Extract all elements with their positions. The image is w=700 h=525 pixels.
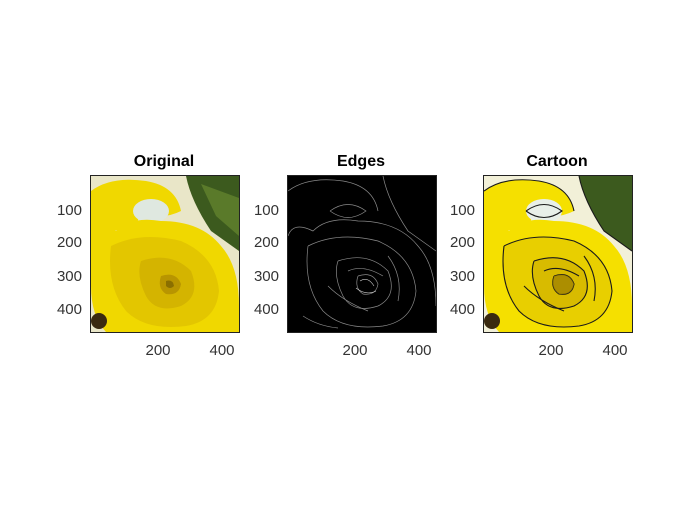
y-tick-label: 200 — [253, 234, 279, 251]
y-tick-label: 200 — [449, 234, 475, 251]
x-tick-label: 200 — [538, 342, 564, 359]
panel-original: Original 100 200 300 400 200 400 — [57, 150, 290, 370]
y-tick-label: 400 — [253, 301, 279, 318]
rose-image-original — [91, 176, 239, 332]
y-tick-label: 200 — [56, 234, 82, 251]
panel-edges: Edges — [254, 150, 487, 370]
y-tick-label: 400 — [449, 301, 475, 318]
panel-cartoon: Cartoon — [450, 150, 683, 370]
x-tick-label: 400 — [602, 342, 628, 359]
y-tick-label: 100 — [253, 202, 279, 219]
y-tick-label: 400 — [56, 301, 82, 318]
y-tick-label: 300 — [56, 268, 82, 285]
y-tick-label: 300 — [253, 268, 279, 285]
x-tick-label: 400 — [406, 342, 432, 359]
y-tick-label: 100 — [56, 202, 82, 219]
panel-title: Original — [133, 153, 195, 170]
x-tick-label: 200 — [342, 342, 368, 359]
image-axes-original — [90, 175, 240, 333]
x-tick-label: 400 — [209, 342, 235, 359]
image-axes-edges — [287, 175, 437, 333]
x-tick-label: 200 — [145, 342, 171, 359]
panel-title: Cartoon — [526, 153, 588, 170]
rose-image-edges — [288, 176, 436, 332]
image-axes-cartoon — [483, 175, 633, 333]
y-tick-label: 100 — [449, 202, 475, 219]
y-tick-label: 300 — [449, 268, 475, 285]
panel-title: Edges — [336, 153, 385, 170]
rose-image-cartoon — [484, 176, 632, 332]
